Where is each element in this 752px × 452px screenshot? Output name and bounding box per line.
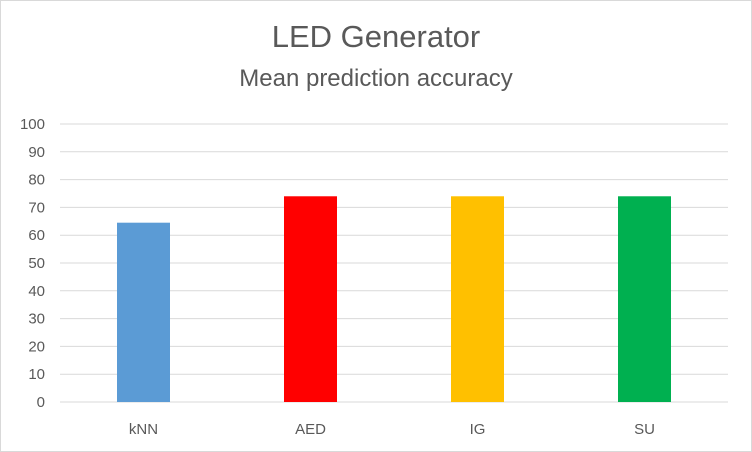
x-tick-label: IG [470,421,486,438]
y-tick-label: 100 [20,116,45,133]
bar-knn [117,222,170,402]
chart-title: LED Generator [271,19,481,54]
y-tick-label: 70 [28,199,45,216]
bar-ig [451,196,504,402]
bar-aed [284,196,337,402]
y-tick-label: 60 [28,227,45,244]
y-tick-label: 90 [28,144,45,161]
x-tick-label: SU [634,421,655,438]
x-tick-label: AED [295,421,326,438]
y-tick-label: 20 [28,338,45,355]
y-tick-label: 30 [28,311,45,328]
bar-su [618,196,671,402]
y-tick-label: 10 [28,366,45,383]
y-tick-label: 40 [28,283,45,300]
x-tick-label: kNN [129,421,158,438]
y-tick-label: 50 [28,255,45,272]
y-tick-label: 0 [37,394,45,411]
chart-subtitle: Mean prediction accuracy [239,65,513,92]
y-tick-label: 80 [28,172,45,189]
